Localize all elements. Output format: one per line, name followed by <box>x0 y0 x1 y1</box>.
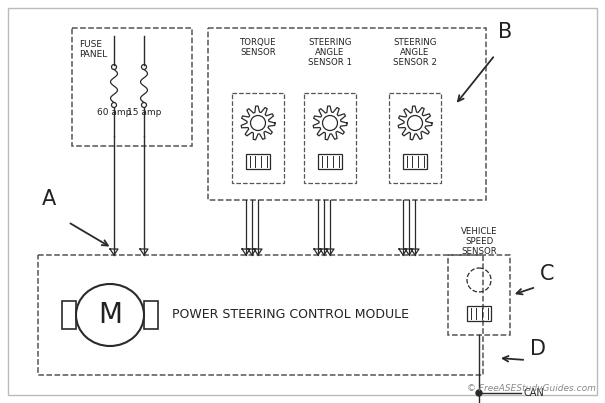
Text: 15 amp: 15 amp <box>127 108 161 117</box>
Text: FUSE
PANEL: FUSE PANEL <box>79 40 107 59</box>
Bar <box>318 154 342 168</box>
Bar <box>62 301 76 329</box>
Text: STEERING: STEERING <box>309 38 352 47</box>
Bar <box>467 305 491 320</box>
Bar <box>144 301 158 329</box>
Bar <box>232 93 284 183</box>
Text: A: A <box>42 189 56 209</box>
Text: D: D <box>530 339 546 359</box>
Bar <box>448 255 510 335</box>
Text: B: B <box>498 22 512 42</box>
Bar <box>304 93 356 183</box>
Text: SENSOR 1: SENSOR 1 <box>308 58 352 67</box>
Bar <box>38 255 483 375</box>
Circle shape <box>476 390 482 396</box>
Bar <box>72 28 192 146</box>
Bar <box>403 154 427 168</box>
Text: STEERING: STEERING <box>393 38 437 47</box>
Bar <box>389 93 441 183</box>
Text: POWER STEERING CONTROL MODULE: POWER STEERING CONTROL MODULE <box>172 309 409 322</box>
Bar <box>246 154 270 168</box>
Text: SENSOR: SENSOR <box>461 247 497 256</box>
Text: 60 amp: 60 amp <box>97 108 131 117</box>
Text: © FreeASEStudyGuides.com: © FreeASEStudyGuides.com <box>467 384 596 393</box>
Text: C: C <box>540 264 555 284</box>
Text: CAN: CAN <box>523 388 544 398</box>
Text: ANGLE: ANGLE <box>315 48 345 57</box>
Text: VEHICLE: VEHICLE <box>460 227 497 236</box>
Bar <box>208 28 486 200</box>
Text: SPEED: SPEED <box>465 237 493 246</box>
Text: ANGLE: ANGLE <box>401 48 430 57</box>
Text: M: M <box>98 301 122 329</box>
Text: TORQUE: TORQUE <box>240 38 276 47</box>
Text: SENSOR: SENSOR <box>240 48 276 57</box>
Text: SENSOR 2: SENSOR 2 <box>393 58 437 67</box>
